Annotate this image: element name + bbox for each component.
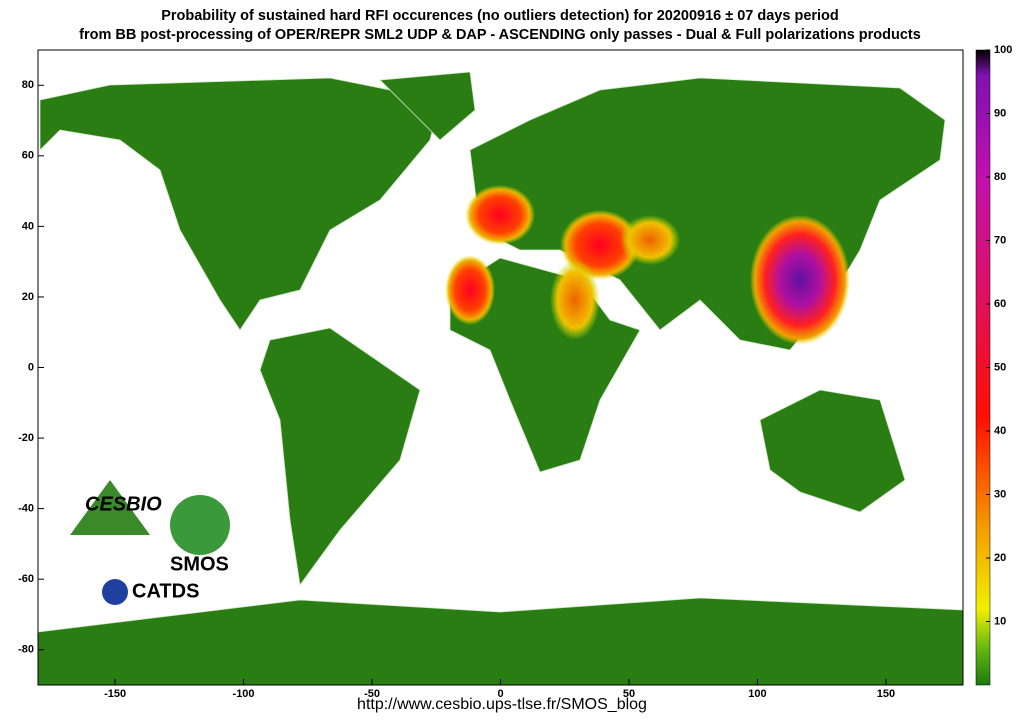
y-tick-label: 40 xyxy=(22,220,34,232)
south-america xyxy=(259,327,421,587)
x-tick-label: 0 xyxy=(497,688,503,700)
colorbar-tick-label: 80 xyxy=(994,171,1006,183)
rfi-hotspot xyxy=(465,185,535,245)
title-line: from BB post-processing of OPER/REPR SML… xyxy=(79,27,921,43)
logo-globe xyxy=(170,495,230,555)
y-tick-label: 20 xyxy=(22,291,34,303)
colorbar-tick-label: 20 xyxy=(994,552,1006,564)
map xyxy=(37,71,964,686)
rfi-hotspot xyxy=(550,260,600,340)
logo-shape xyxy=(70,480,150,535)
colorbar-tick-label: 60 xyxy=(994,298,1006,310)
logo-text: CATDS xyxy=(132,580,199,602)
antarctica xyxy=(37,597,964,686)
title-line: Probability of sustained hard RFI occure… xyxy=(161,8,839,24)
x-tick-label: 100 xyxy=(748,688,766,700)
logo-text: SMOS xyxy=(170,553,229,575)
footer-url: http://www.cesbio.ups-tlse.fr/SMOS_blog xyxy=(357,696,647,713)
y-tick-label: 0 xyxy=(28,361,34,373)
x-tick-label: -100 xyxy=(233,688,255,700)
x-tick-label: 150 xyxy=(877,688,895,700)
x-tick-label: -150 xyxy=(104,688,126,700)
rfi-hotspot xyxy=(620,215,680,265)
logo-globe xyxy=(102,579,128,605)
x-tick-label: 50 xyxy=(623,688,635,700)
logo-text: CESBIO xyxy=(85,493,162,515)
north-america xyxy=(39,77,441,331)
y-tick-label: -60 xyxy=(18,573,34,585)
y-tick-label: 80 xyxy=(22,79,34,91)
colorbar-tick-label: 10 xyxy=(994,615,1006,627)
colorbar-tick-label: 90 xyxy=(994,107,1006,119)
rfi-hotspot xyxy=(750,215,850,345)
y-tick-label: -80 xyxy=(18,644,34,656)
colorbar-tick-label: 40 xyxy=(994,425,1006,437)
colorbar-tick-label: 100 xyxy=(994,44,1012,56)
y-tick-label: -20 xyxy=(18,432,34,444)
greenland xyxy=(379,71,476,141)
x-tick-label: -50 xyxy=(364,688,380,700)
colorbar-tick-label: 30 xyxy=(994,488,1006,500)
y-tick-label: -40 xyxy=(18,503,34,515)
australia xyxy=(759,389,906,513)
colorbar-tick-label: 70 xyxy=(994,234,1006,246)
colorbar-tick-label: 50 xyxy=(994,361,1006,373)
logos: CESBIO SMOS CATDS xyxy=(70,480,230,605)
rfi-hotspot xyxy=(445,255,495,325)
y-tick-label: 60 xyxy=(22,150,34,162)
